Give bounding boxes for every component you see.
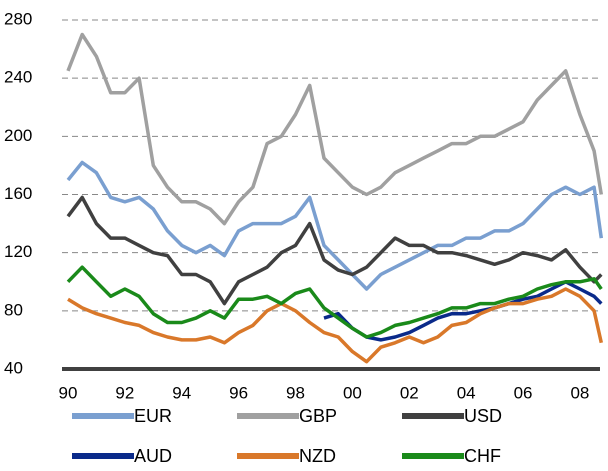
y-tick-label: 80	[4, 300, 23, 319]
legend-label: GBP	[299, 406, 337, 426]
series-line	[66, 32, 604, 226]
y-tick-label: 120	[4, 242, 32, 261]
y-tick-label: 200	[4, 126, 32, 145]
x-tick-label: 08	[570, 383, 589, 402]
legend-label: CHF	[464, 446, 501, 466]
series-line	[67, 287, 604, 364]
x-tick-label: 94	[172, 383, 191, 402]
x-tick-label: 98	[286, 383, 305, 402]
series-line	[66, 160, 604, 291]
y-tick-label: 160	[4, 184, 32, 203]
x-tick-label: 92	[115, 383, 134, 402]
y-tick-label: 40	[4, 358, 23, 377]
series-line	[66, 195, 603, 306]
y-tick-label: 280	[4, 9, 32, 28]
x-tick-label: 00	[343, 383, 362, 402]
legend-label: USD	[464, 406, 502, 426]
x-tick-label: 02	[400, 383, 419, 402]
legend-label: EUR	[134, 406, 172, 426]
series-line	[66, 265, 603, 339]
legend-label: NZD	[299, 446, 336, 466]
x-tick-label: 90	[59, 383, 78, 402]
x-tick-label: 04	[457, 383, 476, 402]
x-tick-label: 96	[229, 383, 248, 402]
x-tick-label: 06	[514, 383, 533, 402]
legend-label: AUD	[134, 446, 172, 466]
y-tick-label: 240	[4, 68, 32, 87]
